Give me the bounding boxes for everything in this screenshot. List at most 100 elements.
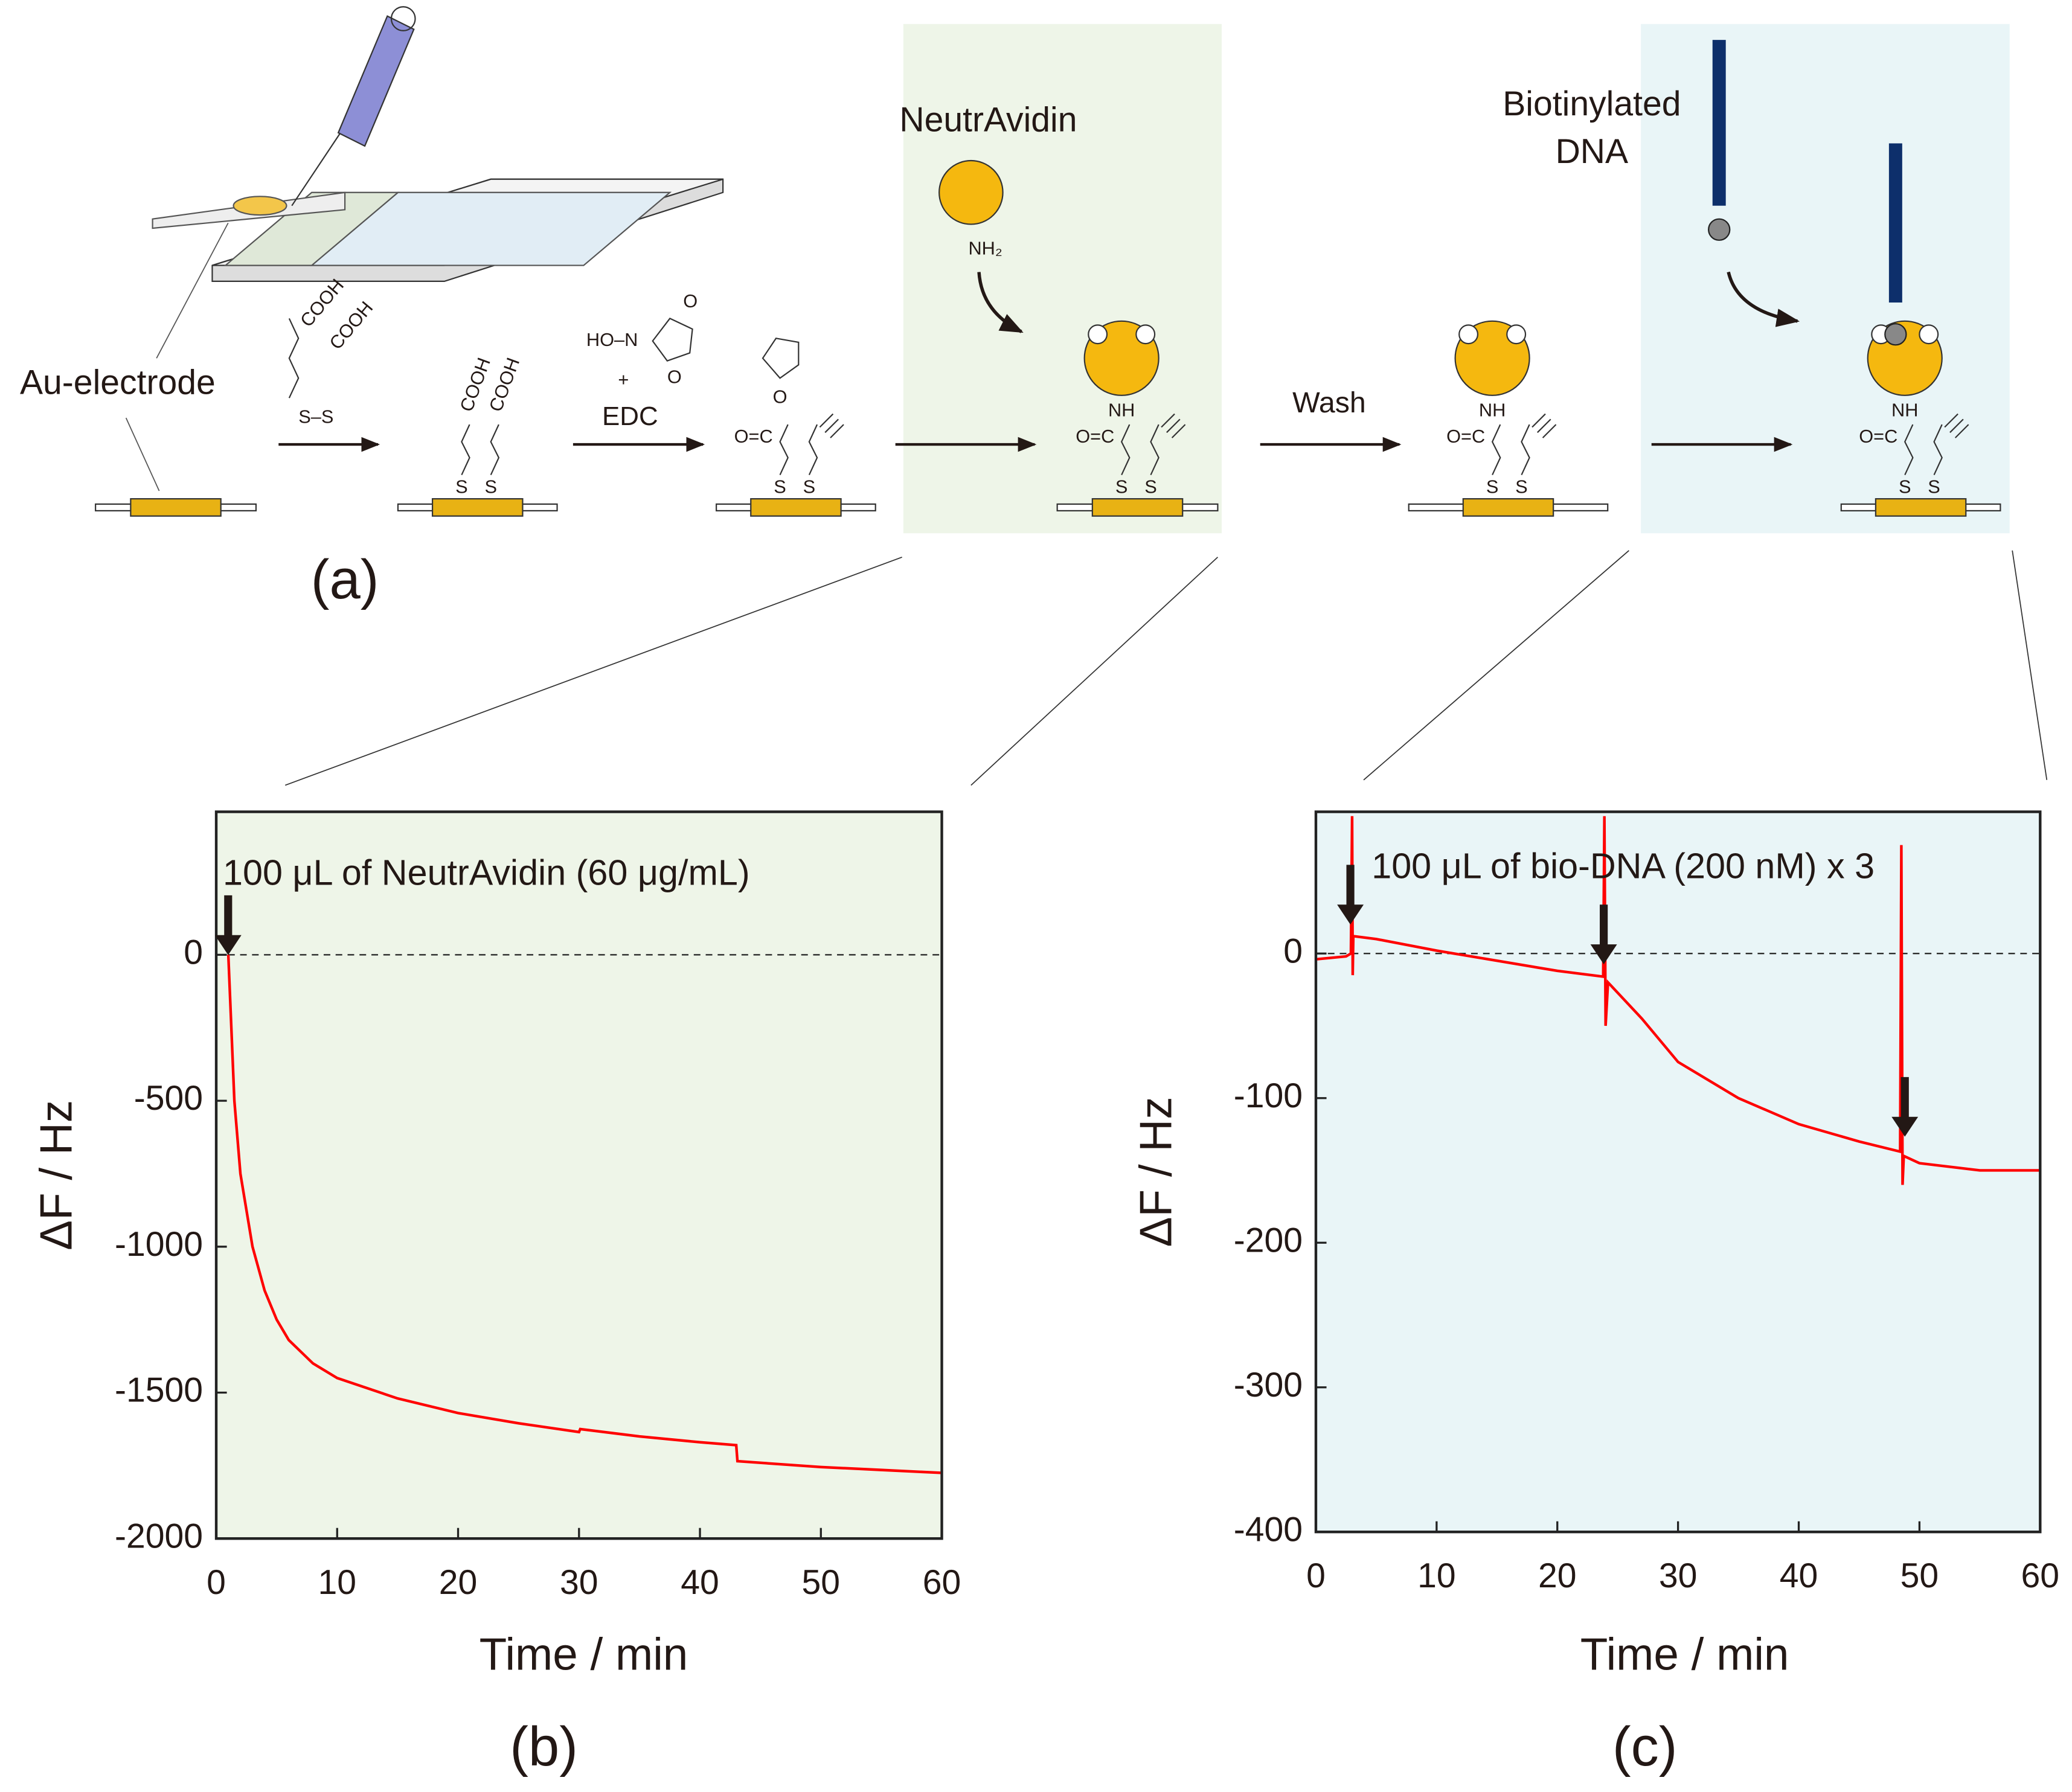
dna [1712, 40, 1726, 206]
dna [1888, 143, 1902, 303]
biotin [1884, 323, 1907, 346]
chem-label: O [683, 290, 698, 312]
leader [970, 557, 1219, 786]
chain [461, 424, 470, 476]
plot-background [1315, 811, 2041, 1532]
chem-label: S [1115, 476, 1128, 498]
chain [288, 318, 300, 398]
x-tick-label: 50 [1900, 1557, 1939, 1595]
arrow [977, 272, 1024, 333]
x-tick-label: 40 [681, 1563, 719, 1602]
x-tick-label: 50 [802, 1563, 841, 1602]
leader [284, 556, 902, 786]
x-tick-label: 60 [2021, 1557, 2060, 1595]
ring [652, 318, 693, 362]
step-panel [903, 24, 1222, 534]
annotation-arrow [214, 895, 242, 955]
panel-label: (a) [311, 548, 379, 610]
chem-label: O=C [1446, 426, 1485, 447]
terminal [1161, 413, 1186, 438]
terminal [1944, 413, 1969, 438]
chain [779, 424, 789, 476]
panel-label: (b) [510, 1715, 578, 1778]
annotation: 100 μL of NeutrAvidin (60 μg/mL) [223, 853, 750, 893]
label: DNA [1556, 132, 1629, 171]
binding-pocket [1088, 324, 1108, 345]
label: Au-electrode [20, 363, 216, 402]
x-tick-label: 40 [1780, 1557, 1818, 1595]
leader [2012, 550, 2048, 780]
y-tick-label: -1500 [115, 1371, 203, 1410]
gold-electrode [431, 498, 524, 517]
y-axis-label: ΔF / Hz [1131, 1096, 1181, 1247]
chem-label: O=C [1076, 426, 1114, 447]
chem-label: S [774, 476, 786, 498]
annotation-arrow [1590, 904, 1617, 965]
binding-pocket [1135, 324, 1156, 345]
panel-label: (c) [1612, 1715, 1678, 1778]
gold-electrode [130, 498, 222, 517]
step-panel [1641, 24, 2010, 534]
chem-label: S [803, 476, 816, 498]
biotin [1708, 218, 1731, 241]
chain [1491, 424, 1501, 476]
chem-label: S [484, 476, 497, 498]
chain [1120, 424, 1131, 476]
label: Wash [1292, 386, 1366, 419]
chem-label: O=C [1859, 426, 1897, 447]
chem-label: O=C [734, 426, 773, 447]
chip-window [223, 191, 400, 266]
chem-label: NH [1891, 399, 1918, 420]
pipette-knob [390, 6, 416, 31]
binding-pocket [1458, 324, 1479, 345]
pipette [337, 15, 415, 147]
chem-label: S [455, 476, 468, 498]
y-axis-label: ΔF / Hz [31, 1100, 82, 1250]
leader [1363, 550, 1629, 781]
chem-label: S [1486, 476, 1499, 498]
plot-frame [1314, 810, 2042, 1534]
chain [1521, 424, 1530, 476]
chain [490, 424, 500, 476]
x-axis-label: Time / min [480, 1629, 688, 1680]
gold-electrode [1462, 498, 1554, 517]
annotation-arrow [1891, 1077, 1919, 1137]
x-tick-label: 10 [1417, 1557, 1456, 1595]
x-tick-label: 0 [207, 1563, 226, 1602]
chem-label: O [667, 366, 682, 387]
y-tick-label: -400 [1234, 1510, 1303, 1549]
y-tick-label: 0 [184, 933, 203, 971]
chain [808, 424, 818, 476]
x-tick-label: 0 [1306, 1557, 1326, 1595]
gold-electrode [1091, 498, 1184, 517]
chem-label: S [1899, 476, 1911, 498]
y-tick-label: -200 [1234, 1221, 1303, 1259]
diagram-a: Au-electrode COOH COOH S–S HO–N O O + ED… [20, 6, 2048, 786]
chem-label: NH [1479, 399, 1506, 420]
chem-label: NH₂ [968, 237, 1002, 258]
electrode-spot [233, 196, 287, 216]
arrow [1727, 271, 1800, 327]
chem-label: + [618, 369, 629, 390]
x-tick-label: 20 [1538, 1557, 1577, 1595]
plot-background [216, 811, 942, 1539]
x-tick-label: 10 [318, 1563, 357, 1602]
chem-label: S [1515, 476, 1528, 498]
binding-pocket [1506, 324, 1527, 345]
ring [762, 338, 800, 379]
x-tick-label: 30 [560, 1563, 598, 1602]
y-tick-label: -300 [1234, 1366, 1303, 1404]
chem-label: HO–N [586, 329, 638, 350]
chem-label: NH [1108, 399, 1135, 420]
y-tick-label: 0 [1283, 932, 1303, 970]
y-tick-label: -100 [1234, 1077, 1303, 1115]
x-tick-label: 20 [439, 1563, 478, 1602]
label: EDC [602, 402, 658, 431]
x-axis-label: Time / min [1580, 1629, 1789, 1680]
x-tick-label: 60 [923, 1563, 961, 1602]
neutravidin [938, 159, 1004, 225]
terminal [1532, 413, 1557, 438]
chain [1150, 424, 1159, 476]
